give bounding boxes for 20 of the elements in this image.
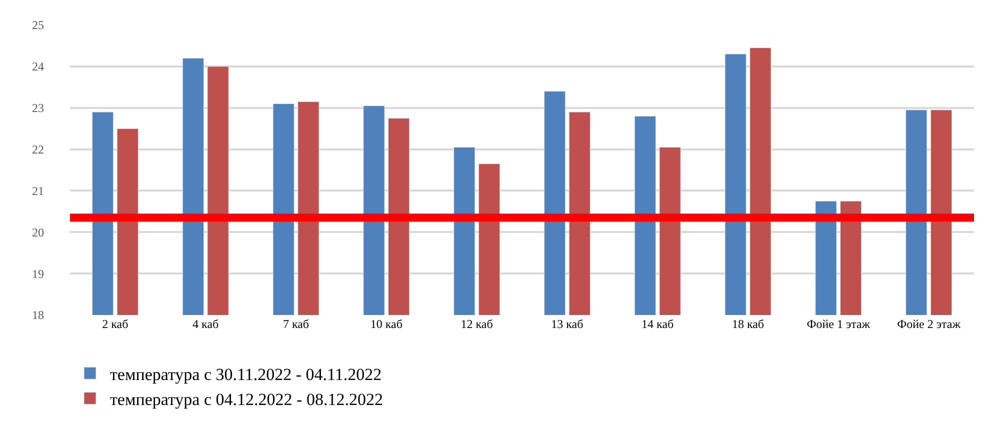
x-tick-label: 12 каб — [460, 317, 493, 331]
legend-label: температура с 04.12.2022 - 08.12.2022 — [110, 390, 383, 409]
y-tick-label: 18 — [32, 308, 44, 322]
y-tick-label: 22 — [32, 142, 44, 156]
x-tick-label: Фойе 1 этаж — [806, 317, 871, 331]
legend-label: температура с 30.11.2022 - 04.11.2022 — [110, 364, 382, 384]
y-tick-label: 25 — [32, 18, 44, 32]
x-tick-label: 7 каб — [282, 317, 310, 331]
x-tick-label: 2 каб — [102, 317, 128, 331]
y-tick-label: 19 — [32, 266, 44, 281]
y-tick-label: 24 — [32, 60, 44, 74]
y-tick-label: 21 — [32, 184, 44, 198]
x-tick-label: 14 каб — [642, 317, 674, 331]
x-tick-label: 4 каб — [192, 317, 219, 331]
x-tick-label: 10 каб — [370, 317, 402, 331]
y-tick-label: 20 — [32, 225, 44, 240]
x-tick-label: Фойе 2 этаж — [897, 317, 962, 331]
x-tick-label: 18 каб — [732, 317, 764, 331]
y-tick-label: 23 — [32, 101, 44, 116]
x-tick-label: 13 каб — [551, 317, 584, 331]
